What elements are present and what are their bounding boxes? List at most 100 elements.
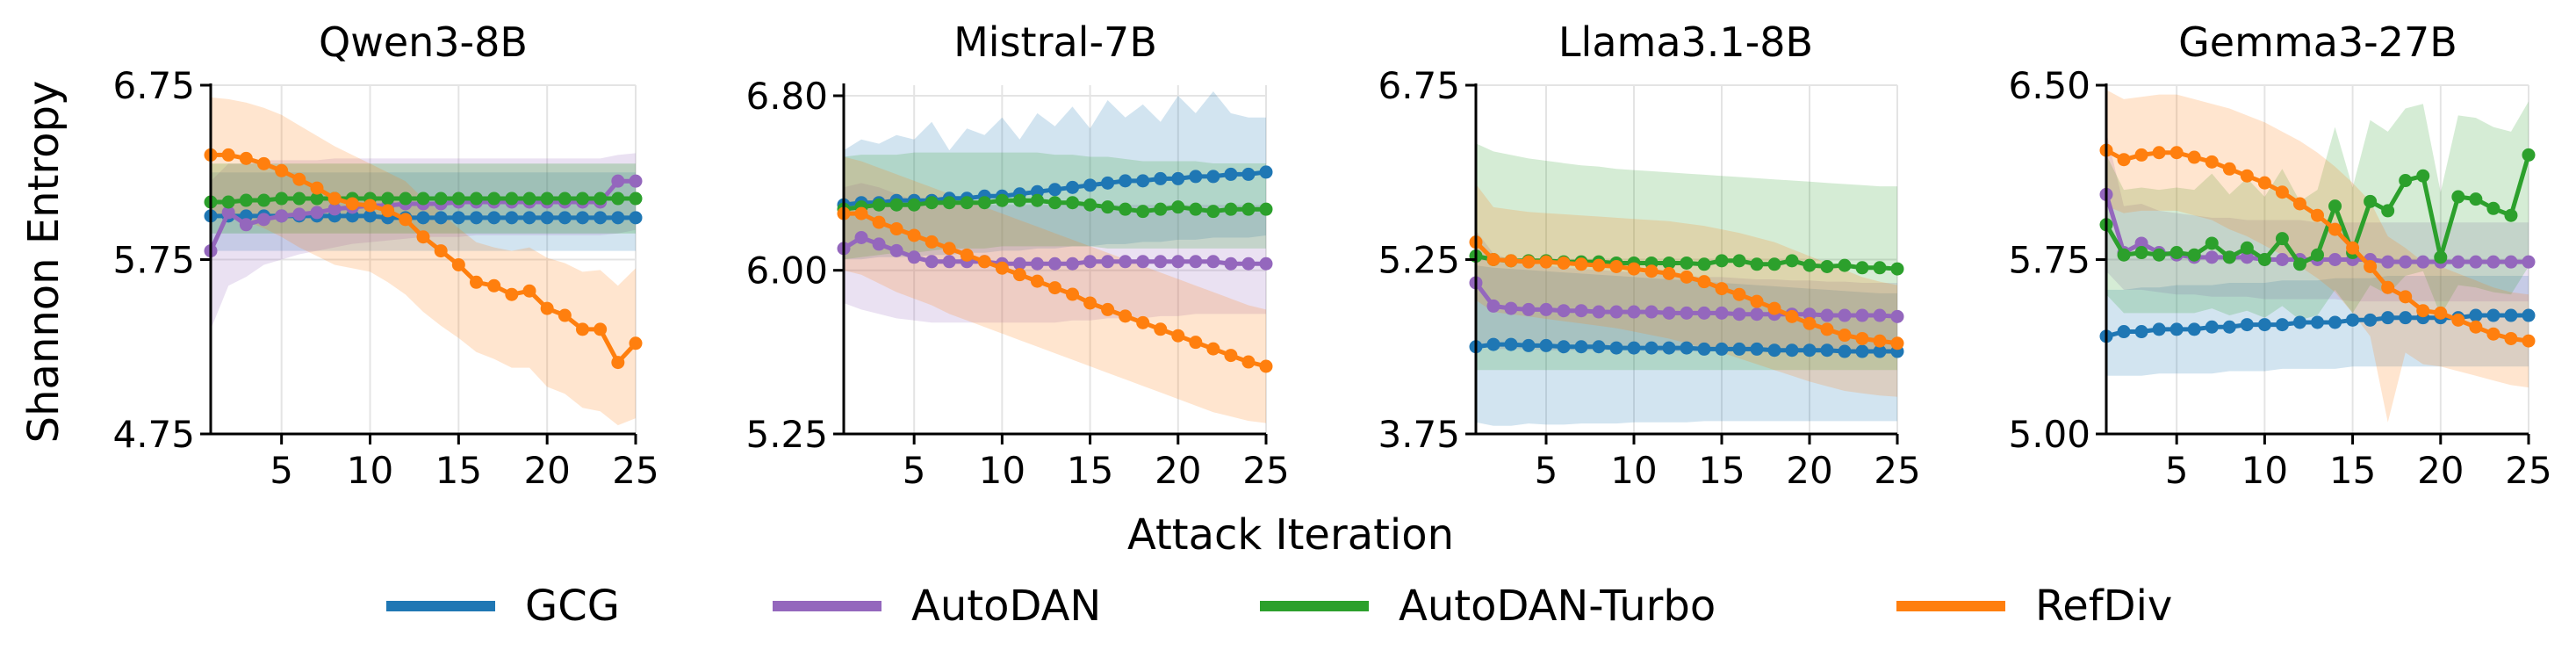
point-autodan-turbo (1048, 196, 1061, 210)
point-autodan (1101, 255, 1115, 269)
x-tick-label: 5 (903, 449, 926, 492)
point-autodan (1890, 309, 1904, 323)
point-autodan (1697, 306, 1711, 320)
point-refdiv (1627, 262, 1641, 276)
point-autodan (942, 255, 956, 269)
point-autodan (2275, 253, 2289, 266)
y-tick-label: 6.50 (2008, 64, 2090, 107)
point-autodan (1662, 306, 1676, 320)
point-gcg (1680, 341, 1694, 355)
point-autodan-turbo (1066, 196, 1080, 210)
point-refdiv (1154, 322, 1168, 336)
point-refdiv (1504, 254, 1518, 268)
point-refdiv (1715, 282, 1729, 296)
x-tick-label: 20 (523, 449, 570, 492)
point-gcg (505, 211, 519, 225)
point-autodan (1873, 308, 1887, 322)
point-refdiv (1750, 294, 1764, 308)
point-gcg (1119, 174, 1133, 188)
point-autodan-turbo (1083, 198, 1097, 212)
point-autodan-turbo (1171, 200, 1185, 214)
point-autodan-turbo (1802, 258, 1817, 272)
point-gcg (1504, 337, 1518, 351)
point-autodan (1855, 308, 1869, 322)
point-autodan (292, 207, 306, 221)
point-refdiv (434, 244, 448, 258)
point-refdiv (1066, 287, 1080, 301)
point-autodan-turbo (1030, 193, 1044, 207)
point-autodan-turbo (2292, 257, 2306, 271)
point-autodan (2486, 255, 2500, 269)
point-gcg (2381, 311, 2395, 325)
point-refdiv (2504, 331, 2518, 345)
ticks: 6.50 5.75 5.00 5 10 15 20 25 (2008, 64, 2551, 492)
point-autodan-turbo (416, 191, 430, 206)
point-autodan (2240, 250, 2254, 264)
point-refdiv (1101, 302, 1115, 316)
point-refdiv (1574, 257, 1588, 271)
point-autodan (1574, 304, 1588, 318)
point-autodan-turbo (889, 198, 903, 212)
point-gcg (611, 211, 625, 225)
point-autodan (1083, 255, 1097, 269)
point-refdiv (2469, 320, 2483, 334)
point-autodan (907, 250, 921, 264)
point-refdiv (854, 206, 868, 220)
point-gcg (1732, 342, 1746, 356)
point-refdiv (1592, 258, 1606, 272)
point-autodan (889, 243, 903, 257)
x-tick-label: 10 (347, 449, 393, 492)
point-autodan-turbo (2469, 192, 2483, 206)
y-tick-label: 6.00 (745, 249, 828, 293)
point-autodan-turbo (221, 195, 235, 209)
point-autodan (1154, 255, 1168, 269)
point-refdiv (960, 248, 974, 262)
point-autodan-turbo (1855, 261, 1869, 275)
point-refdiv (2205, 155, 2219, 169)
point-autodan (1048, 257, 1061, 271)
point-autodan-turbo (2152, 248, 2166, 262)
point-autodan-turbo (434, 191, 448, 206)
point-gcg (2257, 318, 2271, 332)
point-gcg (2364, 313, 2378, 327)
point-autodan-turbo (2434, 250, 2448, 264)
y-tick-label: 5.00 (2008, 413, 2090, 456)
point-refdiv (505, 287, 519, 301)
point-refdiv (576, 322, 589, 336)
point-autodan (2328, 253, 2342, 266)
point-refdiv (1012, 268, 1026, 282)
point-gcg (1136, 174, 1150, 188)
point-gcg (629, 211, 643, 225)
point-refdiv (1083, 296, 1097, 310)
point-refdiv (1609, 259, 1623, 273)
point-refdiv (1873, 334, 1887, 348)
point-refdiv (1048, 281, 1061, 295)
series-lines (2099, 143, 2536, 348)
point-refdiv (1644, 264, 1659, 278)
point-refdiv (2152, 146, 2166, 160)
x-tick-label: 10 (979, 449, 1025, 492)
point-gcg (576, 211, 589, 225)
point-autodan-turbo (995, 193, 1009, 207)
point-autodan-turbo (594, 191, 608, 206)
panel-title: Qwen3-8B (319, 18, 528, 66)
point-autodan-turbo (2451, 190, 2465, 204)
point-autodan-turbo (1224, 202, 1238, 216)
point-gcg (416, 211, 430, 225)
point-autodan-turbo (2504, 208, 2518, 222)
point-gcg (2311, 315, 2324, 329)
y-tick-label: 3.75 (1378, 413, 1460, 456)
point-gcg (1574, 340, 1588, 354)
point-autodan-turbo (925, 196, 939, 210)
point-gcg (451, 211, 465, 225)
y-tick-label: 5.75 (112, 239, 195, 282)
point-gcg (594, 211, 608, 225)
point-autodan (1486, 299, 1500, 313)
point-autodan-turbo (451, 191, 465, 206)
point-refdiv (2434, 306, 2448, 320)
point-gcg (1083, 178, 1097, 192)
point-refdiv (363, 199, 377, 213)
point-refdiv (2240, 169, 2254, 183)
point-gcg (434, 211, 448, 225)
point-autodan (2451, 255, 2465, 269)
